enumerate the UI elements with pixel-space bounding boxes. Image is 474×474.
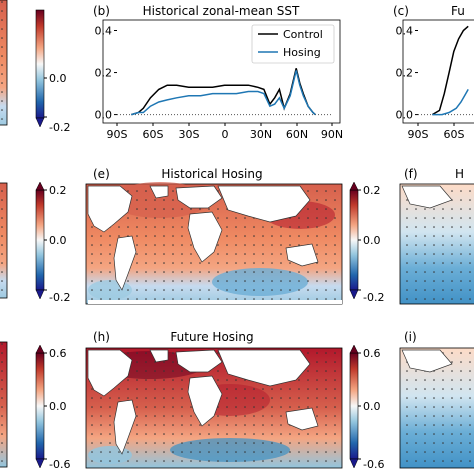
- colorbar-bot-left: 0.6 0.0 -0.6: [35, 344, 70, 471]
- series-line-control: [431, 25, 469, 116]
- x-tick-label: 0: [222, 128, 229, 141]
- x-tick-label: 30S: [179, 128, 200, 141]
- plot-frame-c: [402, 19, 474, 124]
- colorbar-mid-right: 0.2 0.0 -0.2: [349, 181, 384, 304]
- cbar-tick: -0.2: [49, 291, 70, 304]
- panel-letter-i: (i): [404, 330, 417, 344]
- panel-title-b: Historical zonal-mean SST: [143, 4, 300, 18]
- map-panel-e: (e) Historical Hosing: [85, 167, 343, 305]
- panel-title-c: Fu: [451, 4, 465, 18]
- cbar-tick: 0.2: [363, 184, 381, 197]
- x-tick-label: 90N: [321, 128, 343, 141]
- colorbar-mid-left: 0.2 0.0 -0.2: [35, 181, 70, 304]
- map-panel-a: [0, 0, 8, 126]
- cbar-tick: -0.2: [49, 121, 70, 134]
- plot-frame-b: [102, 19, 341, 124]
- x-tick-label: 60S: [143, 128, 164, 141]
- x-tick-label: 30N: [250, 128, 272, 141]
- panel-letter-f: (f): [404, 167, 418, 181]
- cbar-tick: 0.6: [49, 347, 67, 360]
- cbar-tick: 0.0: [49, 72, 67, 85]
- continents-h: [87, 349, 319, 455]
- map-panel-f: (f) H: [399, 167, 474, 305]
- cbar-tick: 0.2: [49, 184, 67, 197]
- y-tick-label: 0.0: [396, 109, 414, 122]
- series-line-control: [131, 68, 316, 116]
- colorbar-top-left: 0.0 -0.2: [35, 9, 70, 134]
- legend-label-control: Control: [283, 28, 323, 41]
- cbar-tick: 0.0: [49, 400, 67, 413]
- x-tick-label: 60S: [444, 128, 465, 141]
- zonal-mean-chart-b: (b) Historical zonal-mean SST 0.4 0.2 0.0 9…: [93, 4, 343, 141]
- panel-title-f: H: [455, 167, 464, 181]
- panel-letter-c: (c): [393, 4, 409, 18]
- y-tick-label: 0.4: [95, 25, 113, 38]
- legend-label-hosing: Hosing: [283, 46, 321, 59]
- series-line-hosing: [432, 89, 469, 116]
- colorbar-bot-right: 0.6 0.0 -0.6: [349, 344, 384, 471]
- map-panel-h: (h) Future Hosing: [85, 330, 343, 469]
- panel-letter-e: (e): [93, 167, 110, 181]
- series-line-hosing: [131, 70, 316, 116]
- panel-letter-h: (h): [93, 330, 110, 344]
- cbar-tick: -0.2: [363, 291, 384, 304]
- y-tick-label: 0.4: [396, 25, 414, 38]
- cbar-tick: 0.0: [49, 234, 67, 247]
- legend-b: Control Hosing: [251, 24, 335, 64]
- y-tick-label: 0.0: [95, 109, 113, 122]
- y-tick-label: 0.2: [95, 67, 113, 80]
- cbar-tick: 0.6: [363, 347, 381, 360]
- cbar-tick: -0.6: [49, 458, 70, 471]
- map-panel-i: (i): [399, 330, 474, 469]
- continents-e: [87, 185, 319, 291]
- cbar-tick: -0.6: [363, 458, 384, 471]
- panel-title-h: Future Hosing: [170, 330, 253, 344]
- cbar-tick: 0.0: [363, 234, 381, 247]
- x-tick-label: 90S: [107, 128, 128, 141]
- panel-letter-b: (b): [93, 4, 110, 18]
- panel-title-e: Historical Hosing: [161, 167, 262, 181]
- y-tick-label: 0.2: [396, 67, 414, 80]
- cbar-tick: 0.0: [363, 400, 381, 413]
- x-tick-label: 90S: [408, 128, 429, 141]
- map-panel-d: [0, 182, 8, 299]
- zonal-mean-chart-c: (c) Fu 0.4 0.2 0.0 90S 60S: [393, 4, 474, 141]
- map-panel-g: [0, 341, 8, 468]
- x-tick-label: 60N: [286, 128, 308, 141]
